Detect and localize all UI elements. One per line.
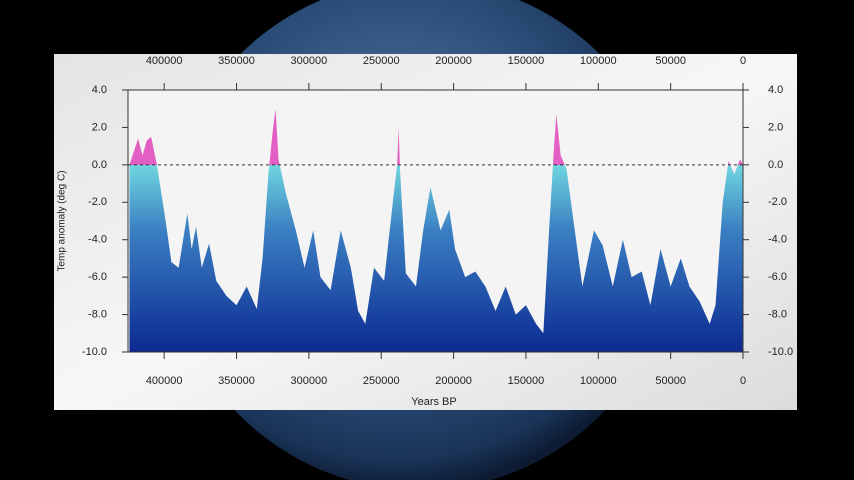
y-tick-label: -4.0 [88,234,107,246]
y-tick-label: -8.0 [88,308,107,320]
y-tick-label-right: -2.0 [768,196,787,208]
y-tick-label-right: -4.0 [768,234,787,246]
x-tick-label-top: 100000 [580,55,617,67]
x-tick-label-top: 200000 [435,55,472,67]
y-tick-label-right: -6.0 [768,271,787,283]
x-tick-label: 250000 [363,375,400,387]
x-tick-label: 0 [740,375,746,387]
y-tick-label-right: -10.0 [768,346,793,358]
x-axis-label: Years BP [411,396,456,408]
x-tick-label: 400000 [146,375,183,387]
y-axis-label: Temp anomaly (deg C) [57,170,68,271]
plot-frame [127,89,744,353]
x-tick-label: 300000 [291,375,328,387]
y-tick-label: -2.0 [88,196,107,208]
x-tick-label-top: 150000 [508,55,545,67]
y-tick-label-right: 0.0 [768,159,783,171]
x-tick-label: 150000 [508,375,545,387]
x-tick-label-top: 250000 [363,55,400,67]
x-tick-label: 50000 [655,375,686,387]
x-tick-label: 350000 [218,375,255,387]
x-tick-label: 200000 [435,375,472,387]
temperature-area [129,108,744,353]
x-tick-label-top: 0 [740,55,746,67]
y-tick-label: -6.0 [88,271,107,283]
y-tick-label-right: 4.0 [768,84,783,96]
y-tick-label-right: -8.0 [768,308,787,320]
plot: -10.0 -10.0 -8.0 -8.0 -6.0 -6.0 -4.0 -4.0 -2.0 -2… [82,55,793,387]
y-tick-label-right: 2.0 [768,121,783,133]
y-tick-label: -10.0 [82,346,107,358]
x-tick-label-top: 50000 [655,55,686,67]
x-tick-label-top: 300000 [291,55,328,67]
y-tick-label: 0.0 [92,159,107,171]
x-tick-label: 100000 [580,375,617,387]
y-tick-label: 2.0 [92,121,107,133]
y-tick-label: 4.0 [92,84,107,96]
x-tick-label-top: 400000 [146,55,183,67]
x-tick-label-top: 350000 [218,55,255,67]
